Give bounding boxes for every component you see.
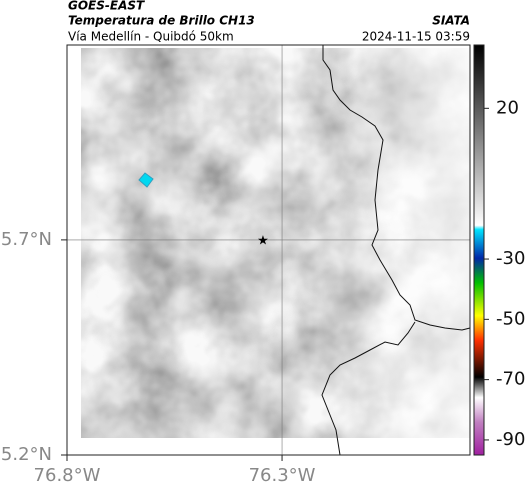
source: SIATA — [432, 14, 470, 28]
image-fade — [81, 48, 470, 438]
region: Vía Medellín - Quibdó 50km — [68, 30, 234, 44]
border-line — [321, 321, 416, 456]
colorbar-tick-label: -30 — [496, 248, 525, 269]
grid — [67, 45, 470, 455]
location-marker: ★ — [257, 234, 269, 249]
colorbar-tick-label: -90 — [496, 429, 525, 450]
timestamp: 2024-11-15 03:59 — [362, 30, 470, 44]
border-line — [322, 45, 471, 331]
map-image — [81, 48, 470, 438]
colorbar-ticks: 20 -30 -50 -70 -90 — [484, 97, 525, 450]
colorbar-tick-label: -70 — [496, 369, 525, 390]
map-frame — [66, 44, 471, 456]
subtitle: Temperatura de Brillo CH13 — [68, 14, 255, 28]
colorbar-tick-label: 20 — [496, 97, 519, 118]
x-tick-label: 76.8°W — [34, 465, 101, 486]
x-tick-label: 76.3°W — [249, 465, 316, 486]
y-tick-label: 5.2°N — [1, 444, 52, 465]
cold-cloud — [138, 172, 154, 188]
title: GOES-EAST — [68, 0, 145, 13]
colorbar-tick-label: -50 — [496, 308, 525, 329]
y-tick-label: 5.7°N — [1, 229, 52, 250]
colorbar — [473, 44, 485, 456]
